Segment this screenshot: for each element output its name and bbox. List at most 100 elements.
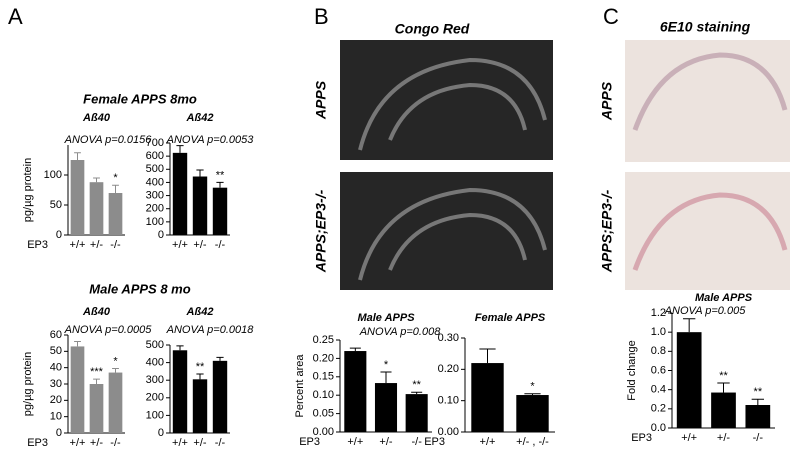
y-tick-label: 10	[50, 411, 62, 423]
bar	[70, 160, 85, 235]
y-tick-label: 0.00	[313, 426, 334, 438]
error-bar	[196, 169, 204, 177]
x-axis-label: EP3	[27, 239, 48, 251]
y-tick-label: 30	[50, 378, 62, 390]
error-bar	[216, 356, 224, 361]
significance: **	[719, 370, 728, 382]
error-bar	[112, 367, 119, 373]
y-tick-label: 20	[50, 394, 62, 406]
significance: ***	[90, 366, 104, 378]
bar	[676, 332, 702, 428]
chart-title: Male APPS	[695, 292, 753, 304]
panel-letter: C	[603, 4, 619, 29]
bar	[192, 379, 208, 433]
x-tick-label: +/+	[70, 437, 86, 449]
y-tick-label: 50	[50, 199, 62, 211]
bar	[711, 392, 736, 428]
tissue	[358, 57, 547, 151]
annotation: ANOVA p=0.008	[359, 326, 442, 338]
bar	[89, 182, 104, 235]
x-tick-label: +/+	[347, 436, 363, 448]
y-tick-label: 400	[146, 357, 164, 369]
y-tick-label: 0.25	[313, 334, 334, 346]
y-tick-label: 200	[146, 392, 164, 404]
tissue	[632, 192, 788, 271]
x-axis-label: EP3	[631, 432, 652, 444]
bar	[374, 383, 398, 432]
y-tick-label: 0.4	[651, 384, 666, 396]
error-bar	[176, 145, 184, 153]
micrograph	[340, 40, 553, 160]
x-axis-label: EP3	[27, 437, 48, 449]
y-tick-label: 0	[56, 427, 62, 439]
bar	[745, 405, 771, 428]
bar	[212, 187, 228, 235]
x-tick-label: -/-	[110, 437, 121, 449]
y-tick-label: 1.2	[651, 307, 666, 319]
x-tick-label: +/-	[379, 436, 392, 448]
x-tick-label: +/-	[193, 437, 206, 449]
panel-heading: Female APPS 8mo	[83, 91, 197, 106]
x-tick-label: +/+	[172, 239, 188, 251]
bar	[471, 363, 504, 432]
error-bar	[93, 378, 100, 384]
y-tick-label: 50	[50, 345, 62, 357]
error-bar	[682, 318, 696, 333]
image-label: APPS	[313, 80, 329, 120]
x-axis-label: EP3	[424, 436, 445, 448]
panel-title: 6E10 staining	[660, 19, 751, 35]
x-tick-label: +/-	[90, 437, 103, 449]
chart-title: Aß42	[186, 112, 214, 124]
tissue	[358, 187, 547, 281]
error-bar	[216, 181, 224, 188]
y-tick-label: 0.00	[438, 426, 459, 438]
y-tick-label: 0.10	[438, 395, 459, 407]
bar	[89, 384, 104, 433]
error-bar	[411, 391, 423, 395]
micrograph	[625, 40, 790, 162]
x-tick-label: +/-	[193, 239, 206, 251]
error-bar	[717, 382, 730, 393]
y-tick-label: 0	[158, 229, 164, 241]
y-tick-label: 0.6	[651, 364, 666, 376]
bar	[516, 395, 549, 432]
y-tick-label: 0.2	[651, 403, 666, 415]
error-bar	[349, 347, 361, 352]
x-tick-label: +/-	[717, 432, 730, 444]
panel-letter: B	[314, 4, 329, 29]
x-tick-label: +/+	[172, 437, 188, 449]
significance: *	[113, 172, 118, 184]
x-tick-label: -/-	[411, 436, 422, 448]
y-axis-label: Fold change	[626, 340, 638, 401]
panel-letter: A	[8, 4, 23, 29]
y-tick-label: 0.20	[438, 363, 459, 375]
y-tick-label: 300	[146, 374, 164, 386]
bar	[212, 360, 228, 433]
x-tick-label: +/+	[681, 432, 697, 444]
y-tick-label: 300	[146, 189, 164, 201]
x-tick-label: -/-	[215, 239, 226, 251]
error-bar	[196, 373, 204, 380]
y-tick-label: 200	[146, 203, 164, 215]
x-tick-label: -/-	[110, 239, 121, 251]
y-tick-label: 100	[146, 216, 164, 228]
y-tick-label: 700	[146, 137, 164, 149]
error-bar	[176, 345, 184, 351]
x-tick-label: -/-	[753, 432, 764, 444]
y-tick-label: 0.8	[651, 345, 666, 357]
chart-title: Male APPS	[357, 312, 415, 324]
bar	[108, 193, 123, 235]
bar	[192, 176, 208, 235]
y-tick-label: 0	[56, 229, 62, 241]
y-tick-label: 0.10	[313, 389, 334, 401]
y-axis-label: Percent area	[294, 354, 306, 418]
micrograph	[625, 172, 790, 290]
bar	[405, 394, 428, 432]
y-tick-label: 1.0	[651, 326, 666, 338]
error-bar	[74, 152, 81, 160]
error-bar	[751, 398, 765, 405]
y-tick-label: 600	[146, 150, 164, 162]
chart-title: Aß40	[82, 112, 111, 124]
tissue	[632, 52, 788, 131]
